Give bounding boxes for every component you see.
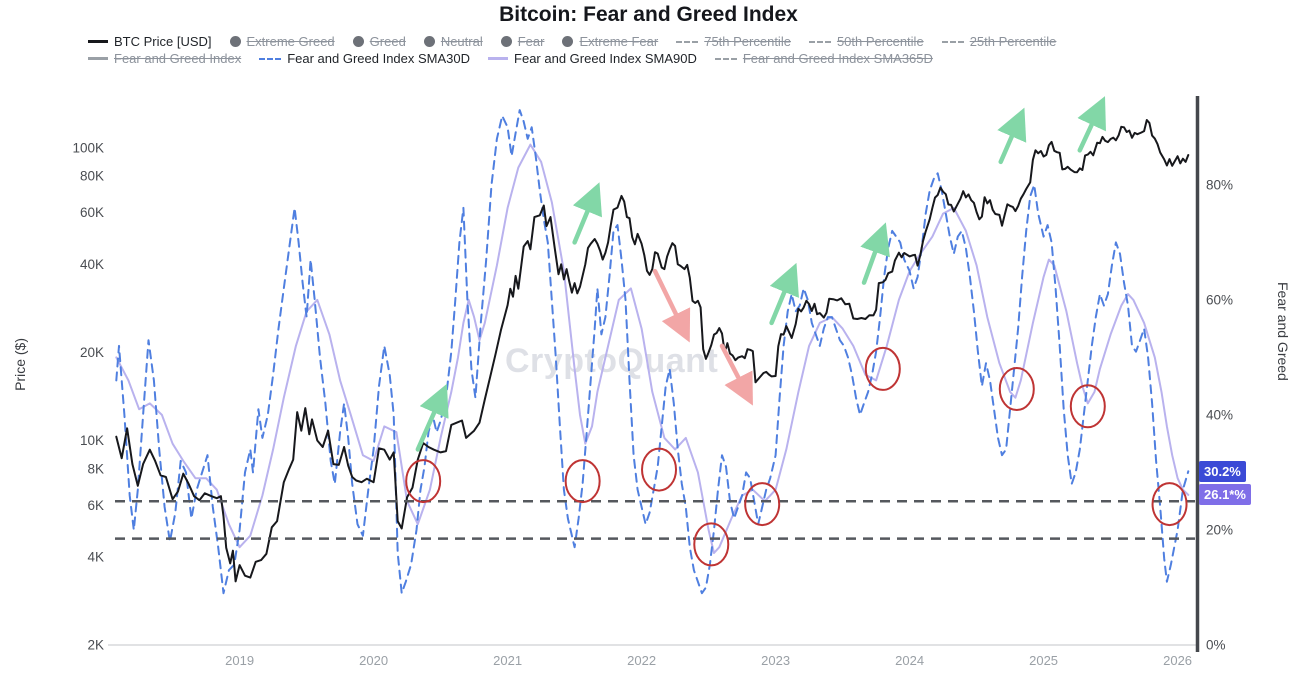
- legend-item-fear-and-greed-index-sma30d[interactable]: Fear and Greed Index SMA30D: [259, 51, 470, 66]
- legend-item-extreme-fear[interactable]: Extreme Fear: [562, 34, 658, 49]
- price-tick-label: 4K: [87, 549, 104, 564]
- legend-label: Fear and Greed Index: [114, 51, 242, 66]
- x-tick-label: 2025: [1029, 653, 1058, 668]
- highlight-circle: [864, 346, 901, 391]
- price-tick-label: 10K: [80, 433, 104, 448]
- x-tick-label: 2020: [359, 653, 388, 668]
- legend-marker-icon: [714, 57, 737, 60]
- highlight-circle: [998, 367, 1035, 412]
- up-arrow-icon: [572, 182, 602, 245]
- fg-tick-label: 0%: [1206, 638, 1226, 653]
- up-arrow-icon: [1077, 96, 1106, 153]
- price-tick-label: 60K: [80, 205, 104, 220]
- legend-item-neutral[interactable]: Neutral: [423, 34, 483, 49]
- up-arrow-icon: [415, 383, 449, 452]
- legend-marker-icon: [229, 36, 241, 47]
- legend-label: BTC Price [USD]: [114, 34, 212, 49]
- price-tick-label: 20K: [80, 345, 104, 360]
- price-tick-label: 2K: [87, 638, 104, 653]
- legend-item-fear-and-greed-index-sma90d[interactable]: Fear and Greed Index SMA90D: [488, 51, 697, 66]
- highlight-circle: [1151, 482, 1188, 527]
- legend-label: Extreme Fear: [579, 34, 659, 49]
- legend-label: 25th Percentile: [969, 34, 1057, 49]
- legend-item-50th-percentile[interactable]: 50th Percentile: [808, 34, 924, 49]
- legend-label: 75th Percentile: [704, 34, 791, 49]
- legend-marker-icon: [941, 40, 964, 43]
- fg-tick-label: 60%: [1206, 292, 1233, 307]
- annotations-layer: [115, 96, 1195, 567]
- series-fear-and-greed-index-sma90d: [115, 143, 1190, 554]
- legend-marker-icon: [500, 36, 512, 47]
- legend-label: Fear and Greed Index SMA90D: [514, 51, 697, 66]
- legend-item-extreme-greed[interactable]: Extreme Greed: [229, 34, 335, 49]
- highlight-circle: [641, 447, 678, 492]
- series-fear-and-greed-index-sma30d: [115, 109, 1190, 595]
- watermark: CryptoQuant: [505, 342, 719, 380]
- legend-row-1: BTC Price [USD] Extreme Greed Greed Neutral…: [88, 34, 1283, 49]
- legend-marker-icon: [488, 57, 509, 60]
- legend-label: Fear and Greed Index SMA365D: [742, 51, 933, 66]
- fg-tick-label: 40%: [1206, 407, 1233, 422]
- up-arrow-icon: [997, 107, 1027, 165]
- legend-item-btc-price-usd-[interactable]: BTC Price [USD]: [88, 34, 212, 49]
- price-tick-label: 8K: [87, 461, 104, 476]
- legend-label: Neutral: [440, 34, 483, 49]
- legend-marker-icon: [88, 40, 108, 43]
- x-tick-label: 2026: [1163, 653, 1192, 668]
- legend-item-fear[interactable]: Fear: [500, 34, 545, 49]
- legend-item-greed[interactable]: Greed: [352, 34, 406, 49]
- fg-tick-label: 20%: [1206, 522, 1233, 537]
- highlight-circle: [744, 482, 781, 527]
- x-tick-label: 2021: [493, 653, 522, 668]
- highlight-circle: [405, 459, 442, 504]
- fg-tick-label: 80%: [1206, 177, 1233, 192]
- x-tick-label: 2019: [225, 653, 254, 668]
- legend-item-fear-and-greed-index[interactable]: Fear and Greed Index: [88, 51, 241, 66]
- legend-marker-icon: [676, 40, 699, 43]
- legend-label: Extreme Greed: [246, 34, 335, 49]
- legend-marker-icon: [259, 57, 282, 60]
- down-arrow-icon: [652, 268, 691, 343]
- left-axis-title: Price ($): [12, 338, 28, 391]
- legend-item-fear-and-greed-index-sma365d[interactable]: Fear and Greed Index SMA365D: [714, 51, 933, 66]
- axes-layer: 2019 2020 2021 2022 2023 2024 2025 2026 2K 4K 6K 8K…: [72, 96, 1233, 668]
- x-tick-label: 2022: [627, 653, 656, 668]
- legend-row-2: Fear and Greed Index Fear and Greed Index…: [88, 51, 1283, 66]
- highlight-circle: [693, 522, 730, 567]
- down-arrow-icon: [719, 343, 753, 406]
- legend-item-75th-percentile[interactable]: 75th Percentile: [676, 34, 791, 49]
- legend-item-25th-percentile[interactable]: 25th Percentile: [941, 34, 1057, 49]
- legend-marker-icon: [423, 36, 435, 47]
- legend-label: 50th Percentile: [836, 34, 924, 49]
- price-tick-label: 6K: [87, 498, 104, 513]
- highlight-circle: [564, 459, 601, 504]
- legend-label: Fear: [517, 34, 545, 49]
- chart-title: Bitcoin: Fear and Greed Index: [499, 3, 798, 26]
- right-axis-title: Fear and Greed: [1275, 282, 1291, 381]
- legend-marker-icon: [562, 36, 574, 47]
- price-tick-label: 80K: [80, 169, 104, 184]
- legend-marker-icon: [88, 57, 108, 60]
- legend-label: Fear and Greed Index SMA30D: [287, 51, 471, 66]
- up-arrow-icon: [769, 262, 799, 326]
- highlight-circle: [1069, 384, 1106, 429]
- series-btc-price-usd-: [115, 119, 1190, 583]
- up-arrow-icon: [860, 222, 890, 285]
- x-tick-label: 2023: [761, 653, 790, 668]
- legend: BTC Price [USD] Extreme Greed Greed Neutral…: [88, 32, 1283, 68]
- x-tick-label: 2024: [895, 653, 924, 668]
- legend-label: Greed: [369, 34, 406, 49]
- series-layer: [115, 109, 1190, 595]
- legend-marker-icon: [352, 36, 364, 47]
- legend-marker-icon: [808, 40, 831, 43]
- price-tick-label: 40K: [80, 257, 104, 272]
- price-tick-label: 100K: [72, 140, 104, 155]
